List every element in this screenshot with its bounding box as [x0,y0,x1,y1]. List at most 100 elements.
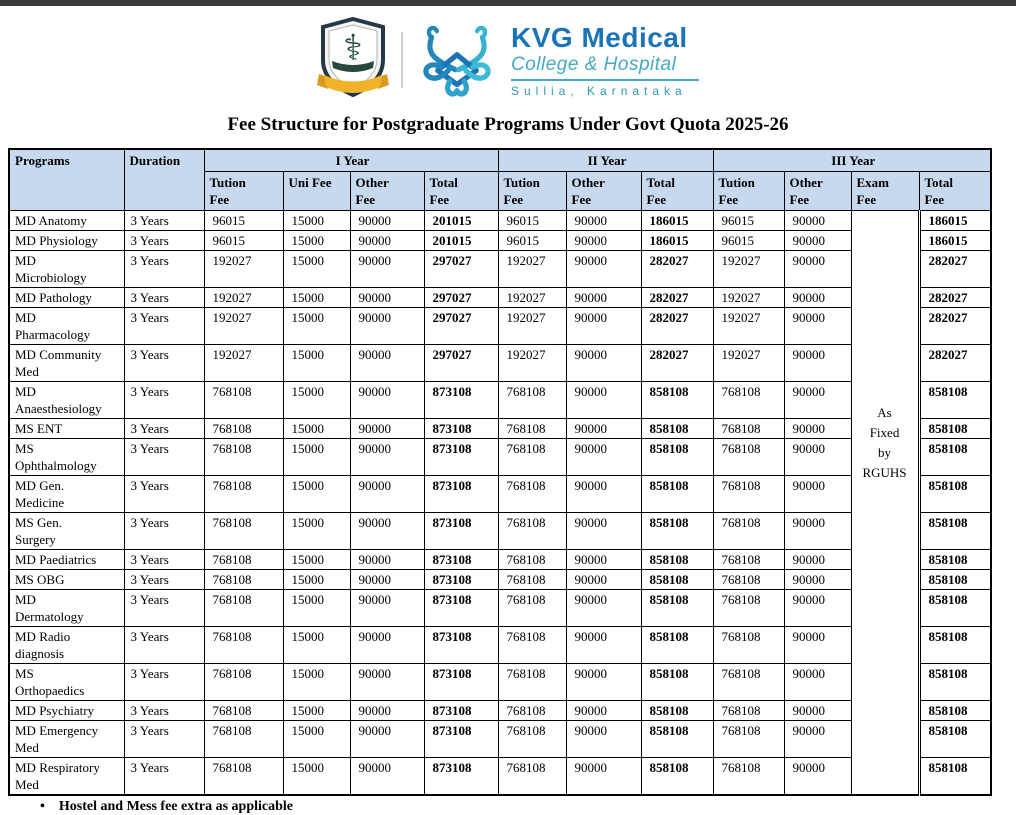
y1-fee-cell: 15000 [282,230,351,251]
table-row: MD Physiology 3 Years 96015 15000 90000 20101… [8,230,992,251]
y1-fee-cell: 15000 [282,307,351,345]
program-cell: MD Radio diagnosis [8,626,125,664]
program-cell: MD Pathology [8,287,125,308]
y2-fee-cell: 90000 [565,250,642,288]
y1-fee-cell: 873108 [423,700,499,721]
y1-fee-cell: 15000 [282,549,351,570]
duration-cell: 3 Years [123,569,205,590]
y1-fee-cell: 192027 [203,287,284,308]
y1-fee-cell: 768108 [203,626,284,664]
brand-divider [511,78,699,81]
table-row: MS Gen. Surgery 3 Years 768108 15000 90000 87… [8,512,992,550]
y2-fee-cell: 90000 [565,512,642,550]
y1-fee-cell: 15000 [282,344,351,382]
table-row: MS Ophthalmology 3 Years 768108 15000 90000 8… [8,438,992,476]
table-row: MD Paediatrics 3 Years 768108 15000 90000 873… [8,549,992,570]
y2-fee-cell: 90000 [565,210,642,231]
col-header-y2-total-fee: Total Fee [640,171,714,211]
table-row: MD Gen. Medicine 3 Years 768108 15000 90000 8… [8,475,992,513]
y3-total-fee-cell: 858108 [917,757,992,796]
y3-total-fee-cell: 282027 [917,307,992,345]
y1-fee-cell: 15000 [282,700,351,721]
y2-fee-cell: 768108 [497,569,567,590]
fee-table: Programs Duration I Year II Year III Yea… [8,148,993,796]
y1-fee-cell: 15000 [282,210,351,231]
duration-cell: 3 Years [123,663,205,701]
y3-fee-cell: 768108 [712,475,785,513]
y3-fee-cell: 90000 [783,230,852,251]
col-header-y1-total-fee: Total Fee [423,171,499,211]
duration-cell: 3 Years [123,589,205,627]
y1-fee-cell: 90000 [349,438,425,476]
y2-fee-cell: 90000 [565,720,642,758]
top-bar [0,0,1016,6]
y2-fee-cell: 90000 [565,757,642,796]
y1-fee-cell: 96015 [203,230,284,251]
col-header-y3-exam-fee: Exam Fee [850,171,920,211]
y3-fee-cell: 768108 [712,418,785,439]
y2-fee-cell: 96015 [497,230,567,251]
y1-fee-cell: 90000 [349,210,425,231]
y1-fee-cell: 15000 [282,438,351,476]
exam-fee-note-cell: As Fixed by RGUHS [850,210,920,796]
y1-fee-cell: 15000 [282,626,351,664]
table-row: MD Emergency Med 3 Years 768108 15000 90000 8… [8,720,992,758]
y2-fee-cell: 768108 [497,720,567,758]
y3-total-fee-cell: 282027 [917,344,992,382]
y3-total-fee-cell: 858108 [917,589,992,627]
header-row-years: Programs Duration I Year II Year III Yea… [8,148,992,211]
y2-fee-cell: 90000 [565,663,642,701]
brand-text: KVG Medical College & Hospital Sullia, K… [511,22,699,98]
y1-fee-cell: 96015 [203,210,284,231]
y3-total-fee-cell: 186015 [917,210,992,231]
program-cell: MD Dermatology [8,589,125,627]
y1-fee-cell: 873108 [423,475,499,513]
program-cell: MD Anaesthesiology [8,381,125,419]
y2-fee-cell: 90000 [565,438,642,476]
y3-fee-cell: 90000 [783,626,852,664]
y2-fee-cell: 282027 [640,307,714,345]
table-row: MD Pharmacology 3 Years 192027 15000 90000 29… [8,307,992,345]
y2-fee-cell: 90000 [565,418,642,439]
y1-fee-cell: 873108 [423,512,499,550]
fee-table-body: MD Anatomy 3 Years 96015 15000 90000 201015 96… [8,210,992,796]
duration-cell: 3 Years [123,250,205,288]
y2-fee-cell: 90000 [565,344,642,382]
y2-fee-cell: 90000 [565,589,642,627]
y3-total-fee-cell: 282027 [917,250,992,288]
y3-fee-cell: 90000 [783,663,852,701]
y2-fee-cell: 858108 [640,549,714,570]
y2-fee-cell: 858108 [640,663,714,701]
brand-location: Sullia, Karnataka [511,83,687,98]
y2-fee-cell: 90000 [565,700,642,721]
y3-fee-cell: 90000 [783,438,852,476]
y3-total-fee-cell: 858108 [917,569,992,590]
y3-fee-cell: 768108 [712,438,785,476]
footer-note: • Hostel and Mess fee extra as applicabl… [40,799,1016,815]
y1-fee-cell: 90000 [349,344,425,382]
duration-cell: 3 Years [123,210,205,231]
y1-fee-cell: 90000 [349,569,425,590]
y3-total-fee-cell: 858108 [917,700,992,721]
y3-total-fee-cell: 858108 [917,549,992,570]
y1-fee-cell: 768108 [203,475,284,513]
y1-fee-cell: 90000 [349,700,425,721]
footer-note-text: Hostel and Mess fee extra as applicable [58,799,293,814]
y2-fee-cell: 858108 [640,475,714,513]
y1-fee-cell: 768108 [203,438,284,476]
y3-fee-cell: 768108 [712,720,785,758]
y3-fee-cell: 768108 [712,700,785,721]
y3-total-fee-cell: 858108 [917,512,992,550]
y3-fee-cell: 90000 [783,418,852,439]
col-header-y1-tution-fee: Tution Fee [203,171,284,211]
program-cell: MS Ophthalmology [8,438,125,476]
y2-fee-cell: 768108 [497,700,567,721]
y2-fee-cell: 90000 [565,549,642,570]
y1-fee-cell: 15000 [282,720,351,758]
y3-fee-cell: 768108 [712,569,785,590]
program-cell: MD Physiology [8,230,125,251]
y1-fee-cell: 90000 [349,287,425,308]
y1-fee-cell: 15000 [282,381,351,419]
y3-fee-cell: 90000 [783,250,852,288]
y1-fee-cell: 90000 [349,663,425,701]
